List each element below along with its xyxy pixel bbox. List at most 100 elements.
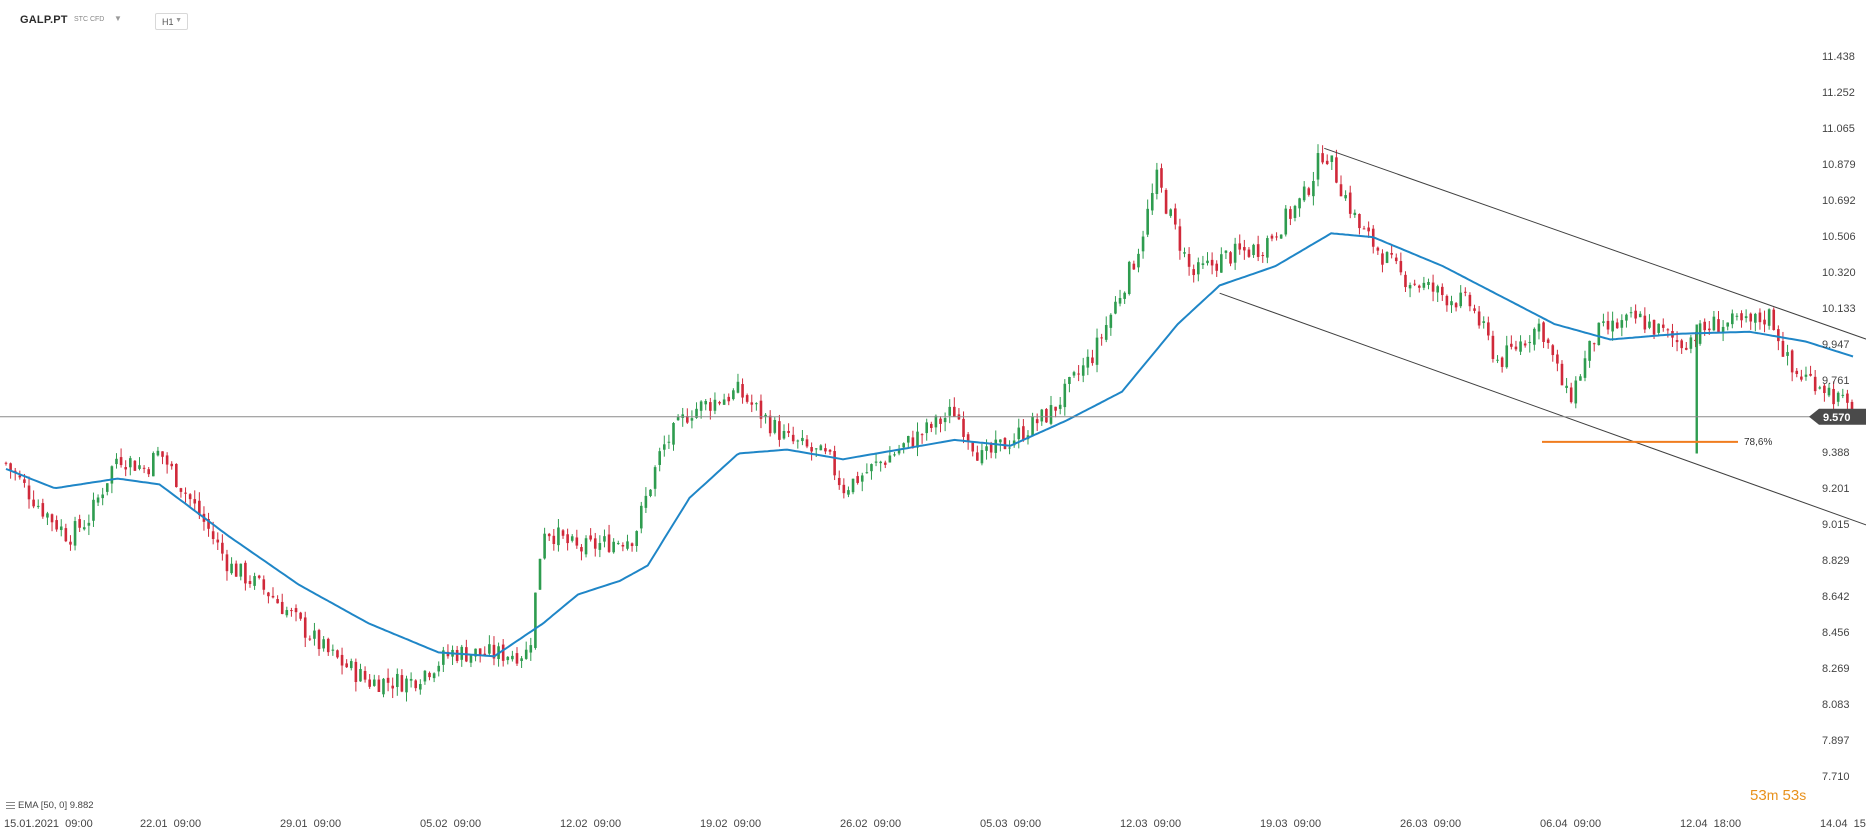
candle-down	[363, 670, 367, 680]
candle-down	[1394, 257, 1398, 262]
candle-down	[377, 679, 381, 692]
candle-down	[1045, 409, 1048, 423]
candle-up	[649, 489, 652, 496]
candle-up	[1408, 285, 1412, 289]
candle-down	[1510, 343, 1513, 347]
price-axis[interactable]: 11.438 11.252 11.065 10.879 10.692 10.506 10.3…	[1809, 51, 1866, 783]
candle-up	[1767, 309, 1771, 326]
candle-down	[1238, 243, 1242, 250]
price-tick-label: 11.438	[1822, 51, 1855, 63]
symbol-label[interactable]: GALP.PT	[20, 14, 68, 26]
candle-up	[409, 678, 413, 681]
candle-up	[432, 673, 436, 679]
candle-down	[883, 462, 887, 465]
candle-up	[1427, 281, 1430, 286]
candle-up	[1565, 385, 1568, 388]
candle-up	[1436, 286, 1439, 293]
candle-up	[1312, 180, 1315, 197]
candle-down	[1666, 329, 1670, 331]
indicator-legend[interactable]: EMA [50, 0] 9.882	[6, 800, 94, 811]
candle-down	[257, 575, 261, 578]
candle-down	[805, 439, 809, 447]
candle-up	[101, 494, 104, 499]
candle-up	[985, 446, 988, 451]
candle-up	[1712, 316, 1716, 331]
candle-up	[73, 521, 77, 546]
candle-up	[1629, 312, 1633, 314]
candle-down	[1846, 393, 1849, 403]
plot-area[interactable]: 78,6%	[0, 144, 1866, 702]
candle-up	[469, 655, 473, 663]
time-axis[interactable]: 15.01.2021 09:00 22.01 09:00 29.01 09:00 05…	[4, 818, 1866, 830]
candle-up	[285, 610, 289, 616]
candle-up	[1169, 209, 1172, 216]
price-tick-label: 9.015	[1822, 519, 1850, 531]
candle-down	[1477, 311, 1481, 326]
candle-up	[1114, 301, 1117, 314]
candle-down	[1261, 255, 1265, 257]
candle-down	[547, 533, 551, 537]
current-price-label: 9.570	[1823, 412, 1851, 424]
candle-down	[501, 644, 505, 661]
candle-down	[709, 402, 712, 411]
candle-down	[161, 451, 164, 457]
candle-up	[1008, 447, 1011, 449]
candle-up	[152, 453, 155, 477]
candle-up	[105, 483, 109, 492]
lower-trendline[interactable]	[1219, 292, 1866, 531]
candle-up	[1459, 292, 1463, 307]
candle-up	[1183, 252, 1186, 254]
menu-icon[interactable]	[6, 802, 15, 809]
candle-up	[349, 661, 353, 669]
candle-up	[1602, 321, 1605, 323]
candle-up	[676, 416, 680, 421]
candle-down	[1160, 168, 1163, 188]
chevron-down-icon[interactable]: ▼	[114, 14, 122, 23]
candle-up	[626, 541, 629, 549]
price-tick-label: 7.710	[1822, 771, 1850, 783]
candle-up	[672, 423, 675, 445]
time-tick-label: 14.04 15:00	[1820, 818, 1866, 830]
candle-up	[557, 527, 560, 546]
candle-down	[791, 434, 795, 442]
candle-up	[82, 527, 86, 530]
candle-up	[419, 684, 422, 690]
candle-down	[1823, 385, 1826, 394]
candle-up	[635, 531, 638, 546]
candle-up	[1197, 262, 1200, 275]
candle-down	[1694, 339, 1697, 342]
candle-up	[1588, 340, 1591, 361]
candle-down	[1615, 322, 1619, 329]
candle-up	[543, 533, 546, 559]
candle-up	[1648, 321, 1651, 328]
candle-down	[1321, 153, 1324, 163]
candle-down	[842, 484, 846, 494]
candle-up	[681, 414, 685, 418]
candle-down	[354, 661, 358, 683]
candle-down	[386, 677, 390, 683]
candle-down	[391, 685, 394, 689]
candle-up	[639, 505, 643, 529]
candle-down	[4, 462, 8, 464]
candle-down	[400, 675, 404, 692]
candle-down	[1634, 310, 1637, 319]
candle-down	[630, 543, 634, 547]
candle-down	[248, 581, 252, 585]
candle-down	[1675, 340, 1679, 343]
upper-trendline[interactable]	[1324, 147, 1866, 374]
candle-down	[1592, 343, 1596, 345]
interval-select[interactable]: H1 ▼	[155, 13, 188, 30]
candle-up	[313, 630, 316, 639]
candle-down	[930, 423, 933, 428]
candle-down	[1832, 388, 1835, 405]
candle-up	[382, 678, 385, 695]
candle-up	[1155, 169, 1159, 195]
countdown-minutes: 53	[1750, 787, 1767, 804]
candle-down	[1440, 286, 1444, 296]
candle-up	[732, 390, 735, 400]
candle-down	[1054, 406, 1057, 411]
candle-up	[934, 415, 938, 428]
candle-up	[570, 536, 574, 541]
ema-line[interactable]	[5, 232, 1854, 658]
